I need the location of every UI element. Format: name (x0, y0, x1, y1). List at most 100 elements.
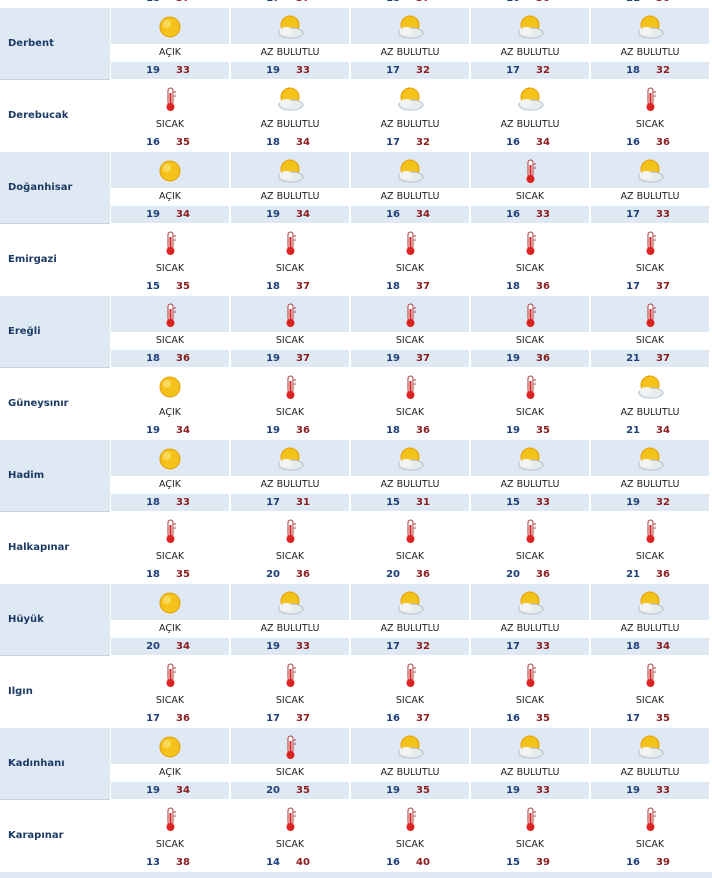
weather-icon (398, 447, 424, 471)
condition: SICAK (155, 335, 185, 346)
cell-bg (471, 350, 589, 367)
low-temp: 17 (506, 65, 520, 76)
cond-band (351, 44, 469, 62)
weather-icon (518, 15, 544, 39)
high-temp: 32 (656, 65, 670, 76)
low-temp: 17 (256, 0, 280, 4)
high-temp: 37 (176, 0, 200, 4)
low-temp: 17 (386, 641, 400, 652)
cell-bg (351, 494, 469, 511)
weather-icon (286, 807, 296, 831)
high-temp: 34 (176, 209, 190, 220)
weather-icon (166, 663, 176, 687)
cell-bg (231, 782, 349, 799)
weather-icon (518, 591, 544, 615)
high-temp: 37 (296, 713, 310, 724)
condition: AZ BULUTLU (260, 47, 320, 58)
low-temp: 18 (506, 281, 520, 292)
condition: AÇIK (159, 623, 181, 634)
cell-bg (111, 638, 229, 655)
cond-band (111, 764, 229, 782)
low-temp: 16 (626, 857, 640, 868)
cond-band (231, 476, 349, 494)
high-temp: 40 (296, 857, 310, 868)
low-temp: 19 (386, 353, 400, 364)
condition: SICAK (395, 551, 425, 562)
cond-band (471, 476, 589, 494)
weather-icon (278, 15, 304, 39)
cell-bg (471, 206, 589, 223)
cond-band (351, 476, 469, 494)
weather-icon (406, 519, 416, 543)
high-temp: 33 (536, 641, 550, 652)
condition: AZ BULUTLU (380, 191, 440, 202)
high-temp: 40 (416, 857, 430, 868)
weather-icon (638, 591, 664, 615)
low-temp: 18 (146, 569, 160, 580)
cond-band (351, 620, 469, 638)
weather-icon (159, 16, 181, 38)
high-temp: 35 (656, 713, 670, 724)
cond-band (111, 620, 229, 638)
condition: SICAK (635, 263, 665, 274)
city-name: Karapınar (8, 830, 64, 841)
weather-icon (646, 87, 656, 111)
high-temp: 32 (416, 137, 430, 148)
low-temp: 19 (266, 209, 280, 220)
high-temp: 36 (656, 0, 680, 4)
high-temp: 36 (176, 353, 190, 364)
cell-bg (111, 206, 229, 223)
condition: SICAK (155, 695, 185, 706)
weather-icon (526, 519, 536, 543)
high-temp: 35 (176, 281, 190, 292)
row-bg (0, 296, 110, 368)
high-temp: 38 (176, 857, 190, 868)
low-temp: 18 (626, 65, 640, 76)
low-temp: 20 (146, 641, 160, 652)
cell-bg (591, 62, 709, 79)
cond-band (111, 476, 229, 494)
high-temp: 39 (536, 857, 550, 868)
cond-band (231, 620, 349, 638)
condition: AZ BULUTLU (260, 623, 320, 634)
weather-icon (278, 447, 304, 471)
cond-band (591, 476, 709, 494)
condition: AZ BULUTLU (620, 479, 680, 490)
condition: AÇIK (159, 767, 181, 778)
cond-band (111, 44, 229, 62)
low-temp: 19 (266, 65, 280, 76)
condition: SICAK (635, 119, 665, 130)
condition: AZ BULUTLU (500, 767, 560, 778)
high-temp: 36 (656, 137, 670, 148)
high-temp: 35 (536, 713, 550, 724)
high-temp: 39 (656, 857, 670, 868)
low-temp: 18 (386, 281, 400, 292)
cell-bg (591, 638, 709, 655)
row-bg (0, 584, 110, 656)
next-row-strip (0, 872, 712, 878)
cond-band (471, 188, 589, 206)
weather-icon (518, 447, 544, 471)
high-temp: 37 (656, 281, 670, 292)
weather-icon (159, 160, 181, 182)
condition: AÇIK (159, 191, 181, 202)
low-temp: 19 (266, 641, 280, 652)
high-temp: 32 (536, 65, 550, 76)
high-temp: 36 (296, 425, 310, 436)
cond-band (351, 188, 469, 206)
condition: SICAK (395, 839, 425, 850)
low-temp: 19 (506, 425, 520, 436)
cell-bg (591, 782, 709, 799)
weather-icon (278, 591, 304, 615)
weather-icon (286, 663, 296, 687)
high-temp: 35 (296, 785, 310, 796)
low-temp: 16 (146, 137, 160, 148)
weather-icon (159, 736, 181, 758)
cond-band (231, 764, 349, 782)
weather-icon (646, 303, 656, 327)
condition: SICAK (515, 263, 545, 274)
condition: AZ BULUTLU (380, 767, 440, 778)
weather-icon (646, 231, 656, 255)
high-temp: 37 (416, 0, 440, 4)
weather-icon (159, 376, 181, 398)
